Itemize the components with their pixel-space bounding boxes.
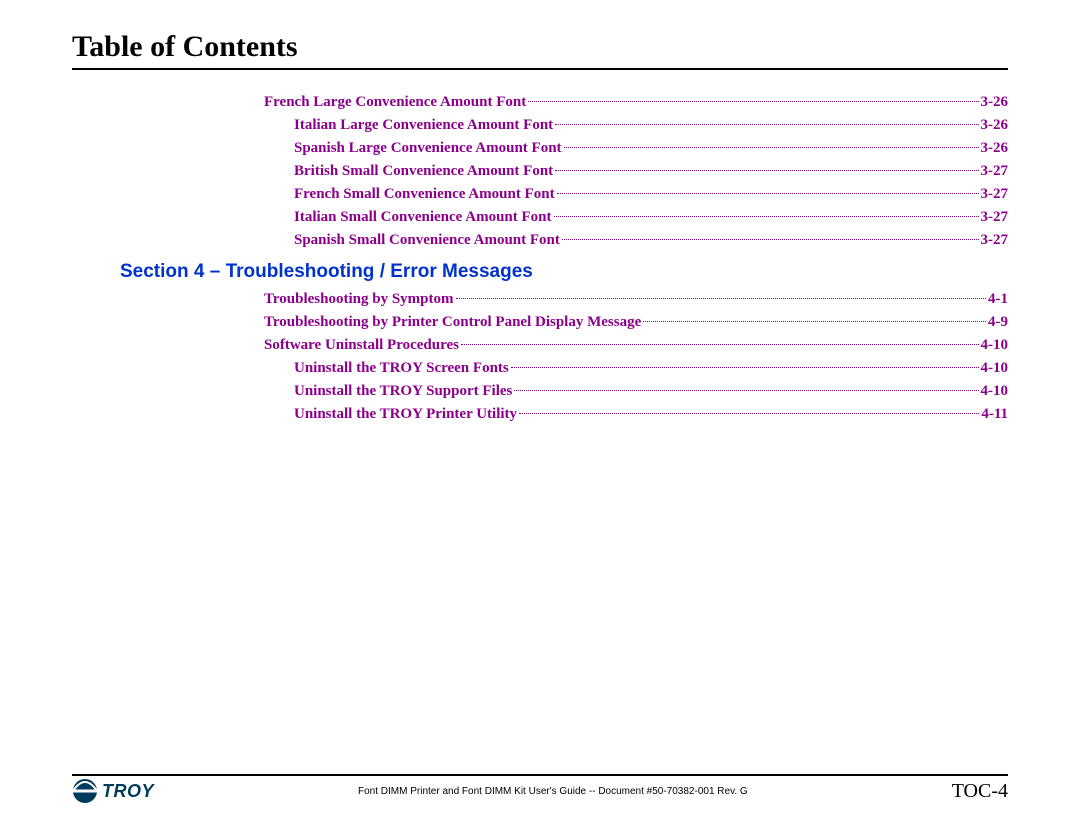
toc-leader — [528, 101, 978, 102]
toc-label: Spanish Small Convenience Amount Font — [294, 232, 560, 249]
toc-page: 4-9 — [988, 314, 1008, 331]
toc-row[interactable]: British Small Convenience Amount Font 3-… — [264, 163, 1008, 180]
toc-page: 3-27 — [981, 232, 1009, 249]
toc-row[interactable]: Uninstall the TROY Screen Fonts 4-10 — [264, 360, 1008, 377]
toc-page: 3-26 — [981, 94, 1009, 111]
toc-list-bottom: Troubleshooting by Symptom 4-1 Troublesh… — [72, 291, 1008, 423]
toc-page: 4-11 — [981, 406, 1008, 423]
toc-page: 3-27 — [981, 209, 1009, 226]
toc-label: Italian Small Convenience Amount Font — [294, 209, 552, 226]
brand-text: TROY — [102, 781, 154, 802]
toc-page: 3-27 — [981, 186, 1009, 203]
toc-label: French Large Convenience Amount Font — [264, 94, 526, 111]
toc-page: 3-26 — [981, 117, 1009, 134]
toc-leader — [557, 193, 979, 194]
toc-label: Uninstall the TROY Support Files — [294, 383, 512, 400]
toc-page: 4-10 — [981, 383, 1009, 400]
toc-leader — [461, 344, 979, 345]
toc-row[interactable]: Spanish Large Convenience Amount Font 3-… — [264, 140, 1008, 157]
toc-label: Troubleshooting by Printer Control Panel… — [264, 314, 641, 331]
page-title: Table of Contents — [72, 30, 1008, 70]
toc-label: Italian Large Convenience Amount Font — [294, 117, 553, 134]
toc-label: Troubleshooting by Symptom — [264, 291, 454, 308]
toc-page: 3-27 — [981, 163, 1009, 180]
toc-leader — [562, 239, 979, 240]
toc-leader — [514, 390, 978, 391]
toc-leader — [519, 413, 979, 414]
footer-doc-info: Font DIMM Printer and Font DIMM Kit User… — [154, 786, 952, 797]
globe-icon — [72, 778, 98, 804]
toc-row[interactable]: Italian Small Convenience Amount Font 3-… — [264, 209, 1008, 226]
toc-page: 4-10 — [981, 360, 1009, 377]
toc-leader — [511, 367, 979, 368]
toc-label: Software Uninstall Procedures — [264, 337, 459, 354]
toc-row[interactable]: French Large Convenience Amount Font 3-2… — [264, 94, 1008, 111]
page-footer: TROY Font DIMM Printer and Font DIMM Kit… — [72, 774, 1008, 804]
toc-page: 4-10 — [981, 337, 1009, 354]
toc-row[interactable]: French Small Convenience Amount Font 3-2… — [264, 186, 1008, 203]
toc-row[interactable]: Software Uninstall Procedures 4-10 — [264, 337, 1008, 354]
toc-row[interactable]: Uninstall the TROY Support Files 4-10 — [264, 383, 1008, 400]
toc-leader — [555, 124, 978, 125]
toc-label: Uninstall the TROY Screen Fonts — [294, 360, 509, 377]
toc-leader — [643, 321, 986, 322]
section-heading[interactable]: Section 4 – Troubleshooting / Error Mess… — [72, 261, 1008, 283]
toc-list-top: French Large Convenience Amount Font 3-2… — [72, 94, 1008, 249]
toc-leader — [456, 298, 987, 299]
toc-row[interactable]: Troubleshooting by Symptom 4-1 — [264, 291, 1008, 308]
toc-leader — [555, 170, 978, 171]
toc-row[interactable]: Spanish Small Convenience Amount Font 3-… — [264, 232, 1008, 249]
toc-label: Spanish Large Convenience Amount Font — [294, 140, 562, 157]
toc-page: 3-26 — [981, 140, 1009, 157]
brand-logo: TROY — [72, 778, 154, 804]
toc-page: 4-1 — [988, 291, 1008, 308]
toc-row[interactable]: Troubleshooting by Printer Control Panel… — [264, 314, 1008, 331]
toc-row[interactable]: Italian Large Convenience Amount Font 3-… — [264, 117, 1008, 134]
toc-label: Uninstall the TROY Printer Utility — [294, 406, 517, 423]
footer-page-number: TOC-4 — [952, 780, 1008, 803]
toc-row[interactable]: Uninstall the TROY Printer Utility 4-11 — [264, 406, 1008, 423]
toc-label: British Small Convenience Amount Font — [294, 163, 553, 180]
toc-leader — [554, 216, 979, 217]
toc-label: French Small Convenience Amount Font — [294, 186, 555, 203]
toc-leader — [564, 147, 979, 148]
